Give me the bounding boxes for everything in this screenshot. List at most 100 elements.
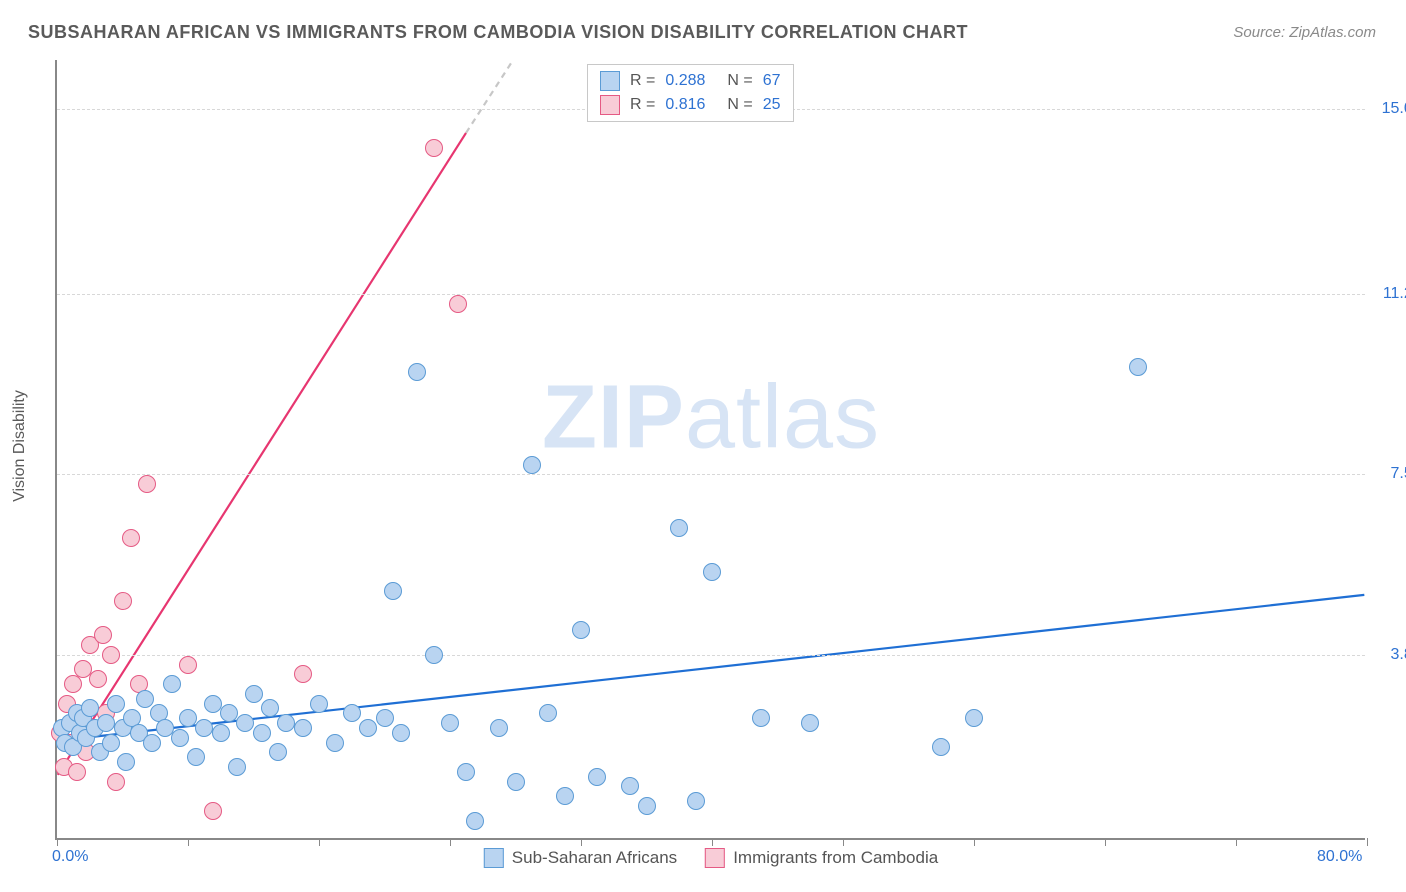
data-point (392, 724, 410, 742)
data-point (490, 719, 508, 737)
watermark: ZIPatlas (542, 366, 880, 469)
legend-item: Sub-Saharan Africans (484, 848, 677, 868)
data-point (81, 699, 99, 717)
data-point (638, 797, 656, 815)
data-point (179, 656, 197, 674)
data-point (122, 529, 140, 547)
legend-series-name: Sub-Saharan Africans (512, 848, 677, 868)
data-point (245, 685, 263, 703)
y-tick-label: 15.0% (1372, 100, 1406, 118)
data-point (261, 699, 279, 717)
data-point (539, 704, 557, 722)
data-point (932, 738, 950, 756)
gridline (57, 294, 1365, 295)
data-point (687, 792, 705, 810)
x-tick (974, 838, 975, 846)
data-point (457, 763, 475, 781)
legend-row: R = 0.816 N = 25 (600, 95, 781, 115)
data-point (801, 714, 819, 732)
data-point (94, 626, 112, 644)
data-point (220, 704, 238, 722)
data-point (107, 773, 125, 791)
y-tick-label: 3.8% (1372, 646, 1406, 664)
x-tick (319, 838, 320, 846)
legend-r-value: 0.816 (665, 96, 705, 114)
chart-container: SUBSAHARAN AFRICAN VS IMMIGRANTS FROM CA… (0, 0, 1406, 892)
legend-swatch (484, 848, 504, 868)
data-point (408, 363, 426, 381)
data-point (195, 719, 213, 737)
gridline (57, 655, 1365, 656)
watermark-bold: ZIP (542, 367, 685, 467)
data-point (621, 777, 639, 795)
data-point (136, 690, 154, 708)
data-point (466, 812, 484, 830)
data-point (310, 695, 328, 713)
data-point (89, 670, 107, 688)
data-point (294, 665, 312, 683)
data-point (556, 787, 574, 805)
y-axis-label: Vision Disability (11, 390, 29, 502)
data-point (102, 734, 120, 752)
data-point (138, 475, 156, 493)
legend-swatch (705, 848, 725, 868)
data-point (326, 734, 344, 752)
data-point (588, 768, 606, 786)
chart-title: SUBSAHARAN AFRICAN VS IMMIGRANTS FROM CA… (28, 22, 968, 43)
data-point (117, 753, 135, 771)
series-legend: Sub-Saharan Africans Immigrants from Camb… (484, 848, 938, 868)
x-tick (450, 838, 451, 846)
legend-r-label: R = (630, 72, 655, 90)
data-point (187, 748, 205, 766)
data-point (204, 695, 222, 713)
correlation-legend: R =0.288N =67R =0.816N =25 (587, 64, 794, 122)
data-point (425, 646, 443, 664)
x-tick (1105, 838, 1106, 846)
y-tick-label: 11.2% (1372, 285, 1406, 303)
data-point (163, 675, 181, 693)
data-point (179, 709, 197, 727)
data-point (228, 758, 246, 776)
data-point (97, 714, 115, 732)
data-point (441, 714, 459, 732)
data-point (1129, 358, 1147, 376)
data-point (670, 519, 688, 537)
data-point (572, 621, 590, 639)
legend-item: Immigrants from Cambodia (705, 848, 938, 868)
data-point (376, 709, 394, 727)
x-tick (57, 838, 58, 846)
legend-series-name: Immigrants from Cambodia (733, 848, 938, 868)
source-attribution: Source: ZipAtlas.com (1233, 24, 1376, 41)
data-point (523, 456, 541, 474)
x-axis-label: 80.0% (1317, 848, 1362, 866)
x-axis-label: 0.0% (52, 848, 88, 866)
data-point (359, 719, 377, 737)
data-point (68, 763, 86, 781)
data-point (253, 724, 271, 742)
data-point (343, 704, 361, 722)
data-point (204, 802, 222, 820)
data-point (277, 714, 295, 732)
x-tick (1236, 838, 1237, 846)
legend-r-label: R = (630, 96, 655, 114)
plot-area: ZIPatlas 3.8%7.5%11.2%15.0%0.0%80.0%R =0… (55, 60, 1365, 840)
data-point (171, 729, 189, 747)
data-point (384, 582, 402, 600)
x-tick (712, 838, 713, 846)
watermark-rest: atlas (685, 367, 880, 467)
legend-n-label: N = (727, 72, 752, 90)
data-point (269, 743, 287, 761)
data-point (752, 709, 770, 727)
legend-n-label: N = (727, 96, 752, 114)
y-tick-label: 7.5% (1372, 465, 1406, 483)
data-point (449, 295, 467, 313)
gridline (57, 474, 1365, 475)
legend-n-value: 25 (763, 96, 781, 114)
data-point (965, 709, 983, 727)
x-tick (581, 838, 582, 846)
data-point (102, 646, 120, 664)
legend-n-value: 67 (763, 72, 781, 90)
source-label: Source: (1233, 24, 1285, 41)
data-point (294, 719, 312, 737)
data-point (107, 695, 125, 713)
